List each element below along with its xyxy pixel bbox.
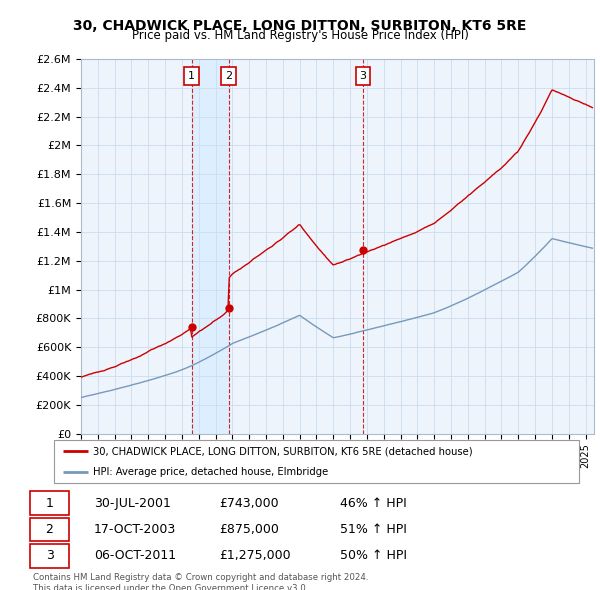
Text: 2: 2 bbox=[225, 71, 232, 81]
FancyBboxPatch shape bbox=[30, 517, 69, 542]
Text: 51% ↑ HPI: 51% ↑ HPI bbox=[340, 523, 407, 536]
Text: £1,275,000: £1,275,000 bbox=[220, 549, 292, 562]
FancyBboxPatch shape bbox=[30, 491, 69, 515]
Text: 30, CHADWICK PLACE, LONG DITTON, SURBITON, KT6 5RE: 30, CHADWICK PLACE, LONG DITTON, SURBITO… bbox=[73, 19, 527, 33]
Text: 2: 2 bbox=[46, 523, 53, 536]
Bar bbox=[191, 59, 229, 434]
Text: 06-OCT-2011: 06-OCT-2011 bbox=[94, 549, 176, 562]
Text: 1: 1 bbox=[46, 497, 53, 510]
Text: 46% ↑ HPI: 46% ↑ HPI bbox=[340, 497, 406, 510]
Text: 30-JUL-2001: 30-JUL-2001 bbox=[94, 497, 171, 510]
Text: £875,000: £875,000 bbox=[220, 523, 280, 536]
Text: 50% ↑ HPI: 50% ↑ HPI bbox=[340, 549, 407, 562]
FancyBboxPatch shape bbox=[30, 544, 69, 568]
Text: 3: 3 bbox=[359, 71, 367, 81]
Text: £743,000: £743,000 bbox=[220, 497, 280, 510]
Text: HPI: Average price, detached house, Elmbridge: HPI: Average price, detached house, Elmb… bbox=[94, 467, 329, 477]
Text: Price paid vs. HM Land Registry's House Price Index (HPI): Price paid vs. HM Land Registry's House … bbox=[131, 30, 469, 42]
Text: 1: 1 bbox=[188, 71, 195, 81]
FancyBboxPatch shape bbox=[54, 440, 579, 483]
Text: 3: 3 bbox=[46, 549, 53, 562]
Text: 30, CHADWICK PLACE, LONG DITTON, SURBITON, KT6 5RE (detached house): 30, CHADWICK PLACE, LONG DITTON, SURBITO… bbox=[94, 446, 473, 456]
Text: 17-OCT-2003: 17-OCT-2003 bbox=[94, 523, 176, 536]
Text: Contains HM Land Registry data © Crown copyright and database right 2024.
This d: Contains HM Land Registry data © Crown c… bbox=[33, 573, 368, 590]
